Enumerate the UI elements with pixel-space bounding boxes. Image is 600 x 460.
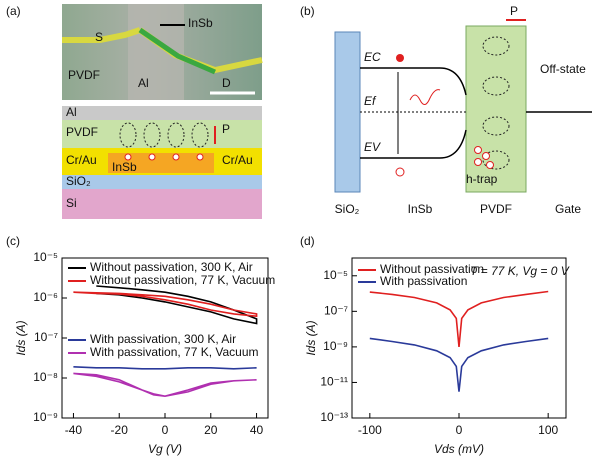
photo-label: D — [222, 76, 231, 90]
x-tick-label: -100 — [358, 423, 382, 437]
legend-label: Without passivation — [380, 262, 484, 276]
y-tick-label: 10⁻¹³ — [320, 410, 348, 424]
legend-label: Without passivation, 77 K, Vacuum — [90, 273, 275, 287]
x-tick-label: -40 — [65, 423, 83, 437]
legend-label: With passivation, 300 K, Air — [90, 332, 236, 346]
panel-label: (d) — [300, 234, 315, 248]
dipoles — [119, 122, 209, 148]
layer — [62, 120, 262, 148]
region-label: SiO₂ — [335, 202, 360, 216]
band-label: EC — [364, 50, 381, 64]
panel-label: (c) — [6, 234, 20, 248]
trap-holes — [474, 146, 494, 169]
series-line — [73, 291, 258, 318]
band-label: EV — [364, 140, 381, 154]
layer-label: Cr/Au — [222, 153, 253, 167]
photo-label: InSb — [188, 16, 213, 30]
layer-label: SiO₂ — [66, 174, 91, 188]
layer-label: Cr/Au — [66, 153, 97, 167]
legend-label: With passivation — [380, 274, 467, 288]
x-tick-label: 0 — [162, 423, 169, 437]
photo-label: PVDF — [68, 68, 100, 82]
x-axis-label: Vds (mV) — [434, 442, 484, 456]
y-tick-label: 10⁻⁸ — [33, 370, 58, 384]
y-axis-label: Ids (A) — [14, 320, 28, 355]
photo-label: Al — [138, 76, 149, 90]
layer-label: Al — [66, 105, 77, 119]
legend-label: With passivation, 77 K, Vacuum — [90, 345, 259, 359]
y-tick-label: 10⁻¹¹ — [320, 375, 348, 389]
series-line — [369, 290, 549, 347]
photon — [409, 89, 441, 105]
region-label: InSb — [408, 202, 433, 216]
layer — [62, 189, 262, 219]
dipoles — [482, 36, 510, 170]
layer — [108, 153, 214, 173]
series-line — [73, 366, 257, 370]
band-label: Off-state — [540, 62, 586, 76]
region-label: PVDF — [480, 202, 512, 216]
y-axis-label: Ids (A) — [304, 320, 318, 355]
y-tick-label: 10⁻⁶ — [33, 290, 58, 304]
band-label: Ef — [364, 94, 377, 108]
layer-label: InSb — [112, 160, 137, 174]
x-tick-label: 100 — [538, 423, 558, 437]
electron — [396, 54, 404, 62]
y-tick-label: 10⁻⁵ — [33, 250, 58, 264]
nanowire — [138, 27, 216, 75]
layer-label: P — [222, 122, 230, 136]
x-tick-label: -20 — [111, 423, 129, 437]
oxide-block — [334, 31, 361, 193]
series-line — [96, 285, 258, 325]
y-tick-label: 10⁻⁹ — [33, 410, 58, 424]
band-label: h-trap — [466, 172, 498, 186]
series-line — [73, 372, 257, 398]
x-tick-label: 0 — [456, 423, 463, 437]
y-tick-label: 10⁻⁹ — [323, 339, 348, 353]
layer-label: PVDF — [66, 125, 98, 139]
y-tick-label: 10⁻⁵ — [323, 268, 348, 282]
band-label: P — [510, 4, 518, 18]
panel-label: (a) — [6, 4, 21, 18]
ferroelectric-block — [465, 25, 527, 193]
annotation: T = 77 K, Vg = 0 V — [470, 264, 570, 278]
series-line — [369, 337, 549, 392]
legend-label: Without passivation, 300 K, Air — [90, 260, 253, 274]
region-label: Gate — [555, 202, 581, 216]
panel-label: (b) — [300, 4, 315, 18]
band-edge — [360, 129, 467, 159]
x-tick-label: 20 — [204, 423, 218, 437]
x-axis-label: Vg (V) — [148, 442, 182, 456]
holes — [124, 153, 204, 161]
layer — [62, 106, 262, 120]
band-edge — [360, 67, 467, 96]
hole — [395, 167, 405, 177]
photo-label: S — [95, 30, 103, 44]
layer-label: Si — [66, 196, 77, 210]
x-tick-label: 40 — [250, 423, 264, 437]
y-tick-label: 10⁻⁷ — [34, 330, 58, 344]
layer — [62, 175, 262, 189]
y-tick-label: 10⁻⁷ — [324, 304, 348, 318]
